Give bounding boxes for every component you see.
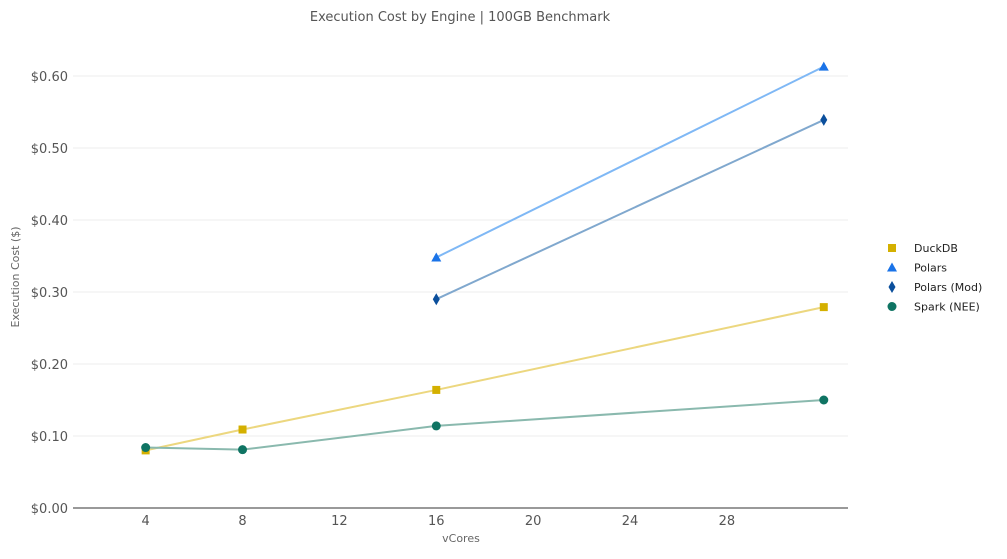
x-tick-label: 8: [238, 514, 246, 529]
x-tick-label: 28: [719, 514, 736, 529]
legend: DuckDB Polars Polars (Mod) Spark (NEE): [887, 242, 982, 314]
data-point-spark-nee: [238, 445, 248, 455]
series-polars: [431, 61, 829, 262]
legend-label-spark-nee: Spark (NEE): [914, 301, 980, 314]
x-axis-label: vCores: [442, 532, 480, 545]
x-tick-label: 12: [331, 514, 348, 529]
data-point-duckdb: [238, 425, 247, 434]
grid-lines: [73, 75, 848, 437]
data-point-spark-nee: [819, 395, 829, 405]
y-tick-label: $0.40: [31, 214, 68, 229]
x-tick-label: 24: [622, 514, 639, 529]
series-layer: [141, 61, 829, 455]
series-duckdb: [141, 303, 828, 455]
series-line-spark-nee: [145, 399, 824, 451]
legend-label-polars-mod: Polars (Mod): [914, 281, 982, 294]
x-tick-label: 16: [428, 514, 445, 529]
legend-marker-polars-mod: [888, 281, 896, 293]
legend-label-duckdb: DuckDB: [914, 242, 958, 255]
series-spark-nee: [141, 395, 829, 455]
series-polars-mod: [432, 113, 828, 306]
legend-item-spark-nee: Spark (NEE): [887, 301, 980, 314]
data-point-spark-nee: [141, 443, 151, 453]
legend-item-polars: Polars: [887, 262, 947, 275]
y-tick-label: $0.10: [31, 430, 68, 445]
y-tick-label: $0.20: [31, 358, 68, 373]
x-tick-label: 4: [142, 514, 150, 529]
legend-item-duckdb: DuckDB: [888, 242, 958, 255]
y-tick-label: $0.50: [31, 142, 68, 157]
data-point-polars: [431, 252, 442, 262]
legend-marker-polars: [887, 262, 897, 272]
legend-marker-spark-nee: [887, 302, 897, 311]
series-line-duckdb: [145, 306, 824, 452]
data-point-spark-nee: [431, 421, 441, 431]
y-tick-label: $0.30: [31, 286, 68, 301]
x-tick-label: 20: [525, 514, 542, 529]
y-tick-label: $0.60: [31, 70, 68, 85]
legend-marker-duckdb: [888, 244, 896, 252]
data-point-polars-mod: [432, 293, 440, 306]
data-point-polars: [818, 61, 829, 71]
legend-item-polars-mod: Polars (Mod): [888, 281, 982, 294]
series-line-polars-mod: [435, 119, 825, 301]
y-axis-label: Execution Cost ($): [9, 226, 22, 327]
tick-labels: $0.00 $0.10 $0.20 $0.30 $0.40 $0.50 $0.60 4 8 12 1…: [31, 70, 735, 529]
y-tick-label: $0.00: [31, 502, 68, 517]
chart-title: Execution Cost by Engine | 100GB Benchma…: [310, 10, 611, 25]
legend-label-polars: Polars: [914, 262, 947, 275]
series-line-polars: [435, 65, 825, 259]
data-point-duckdb: [819, 303, 828, 312]
data-point-polars-mod: [820, 113, 828, 126]
data-point-duckdb: [432, 385, 441, 394]
